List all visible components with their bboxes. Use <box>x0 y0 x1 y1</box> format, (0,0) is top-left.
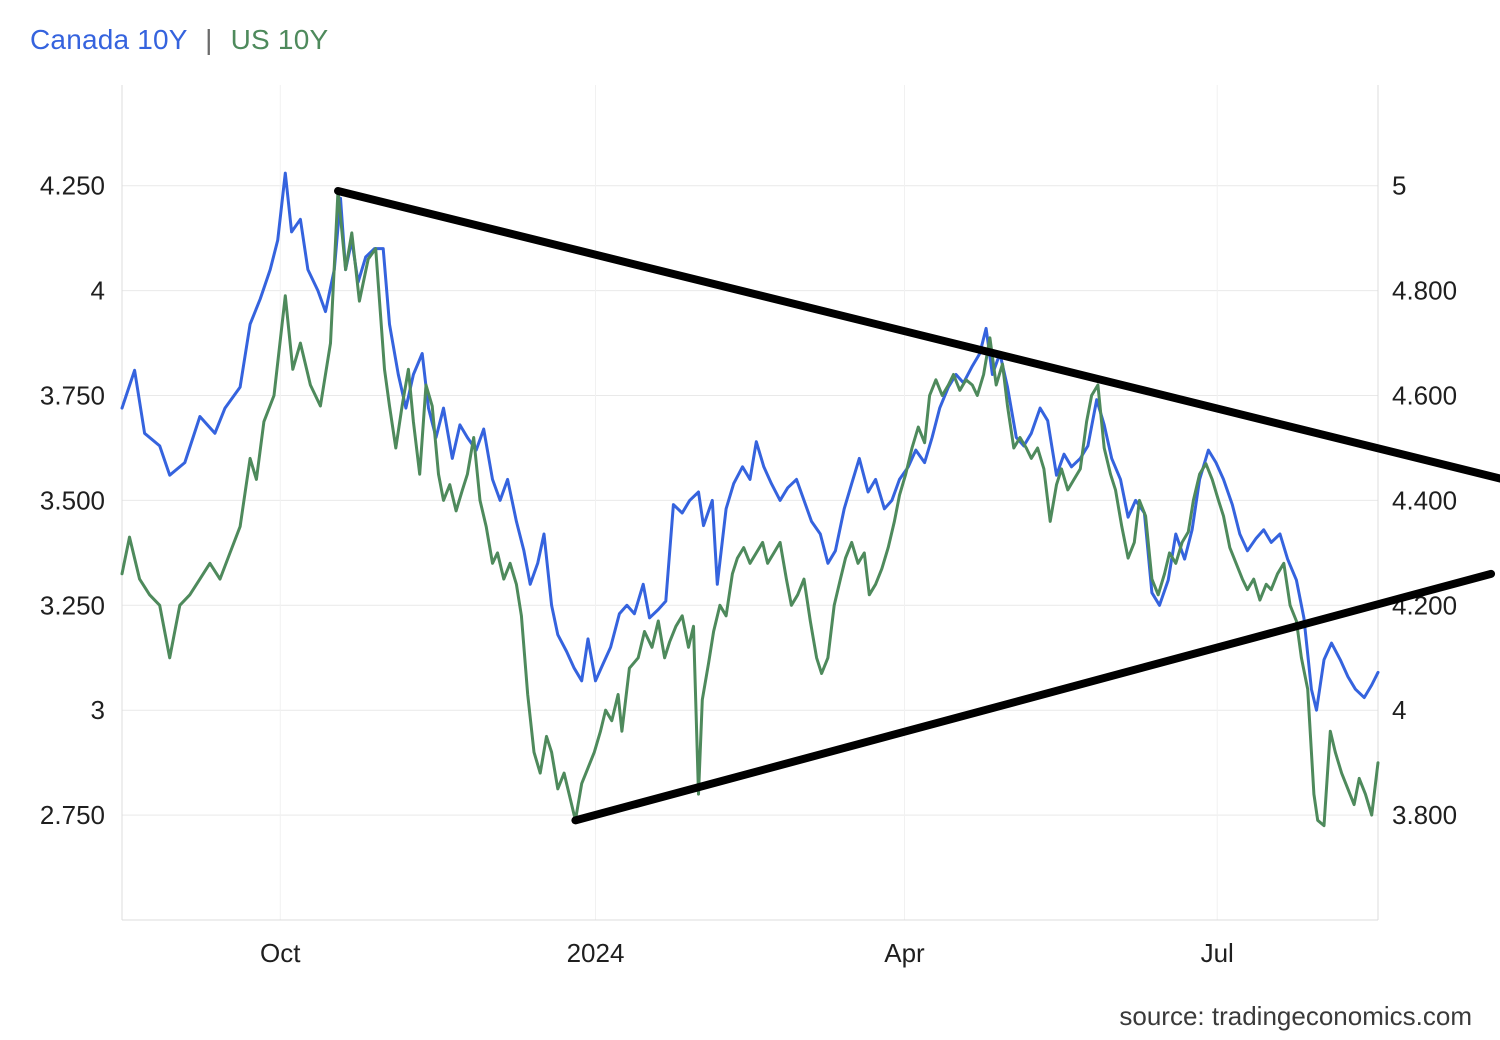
left-axis-tick-label: 3.500 <box>40 485 105 515</box>
left-axis-tick-label: 3.750 <box>40 381 105 411</box>
x-axis-label: Jul <box>1201 938 1234 968</box>
chart-legend: Canada 10Y | US 10Y <box>30 24 328 56</box>
legend-label-us-10y[interactable]: US 10Y <box>230 24 329 55</box>
right-axis-tick-label: 4 <box>1392 695 1406 725</box>
left-axis-tick-label: 4.250 <box>40 171 105 201</box>
upper-trendline <box>334 186 1500 483</box>
x-axis-label: 2024 <box>567 938 625 968</box>
legend-separator: | <box>205 24 213 55</box>
x-axis-label: Apr <box>884 938 925 968</box>
left-axis-tick-label: 4 <box>91 276 105 306</box>
right-axis-tick-label: 4.400 <box>1392 485 1457 515</box>
lower-trendline <box>571 569 1496 825</box>
series-line-canada-10y <box>120 171 1380 712</box>
right-axis-tick-label: 4.800 <box>1392 276 1457 306</box>
legend-label-canada-10y[interactable]: Canada 10Y <box>30 24 188 55</box>
series-line-us-10y <box>120 189 1380 828</box>
x-axis-label: Oct <box>260 938 301 968</box>
right-axis-tick-label: 5 <box>1392 171 1406 201</box>
left-axis-tick-label: 3 <box>91 695 105 725</box>
left-axis-tick-label: 3.250 <box>40 590 105 620</box>
right-axis-tick-label: 4.600 <box>1392 381 1457 411</box>
left-axis-tick-label: 2.750 <box>40 800 105 830</box>
right-axis-tick-label: 3.800 <box>1392 800 1457 830</box>
source-attribution-link[interactable]: source: tradingeconomics.com <box>1119 1001 1472 1031</box>
